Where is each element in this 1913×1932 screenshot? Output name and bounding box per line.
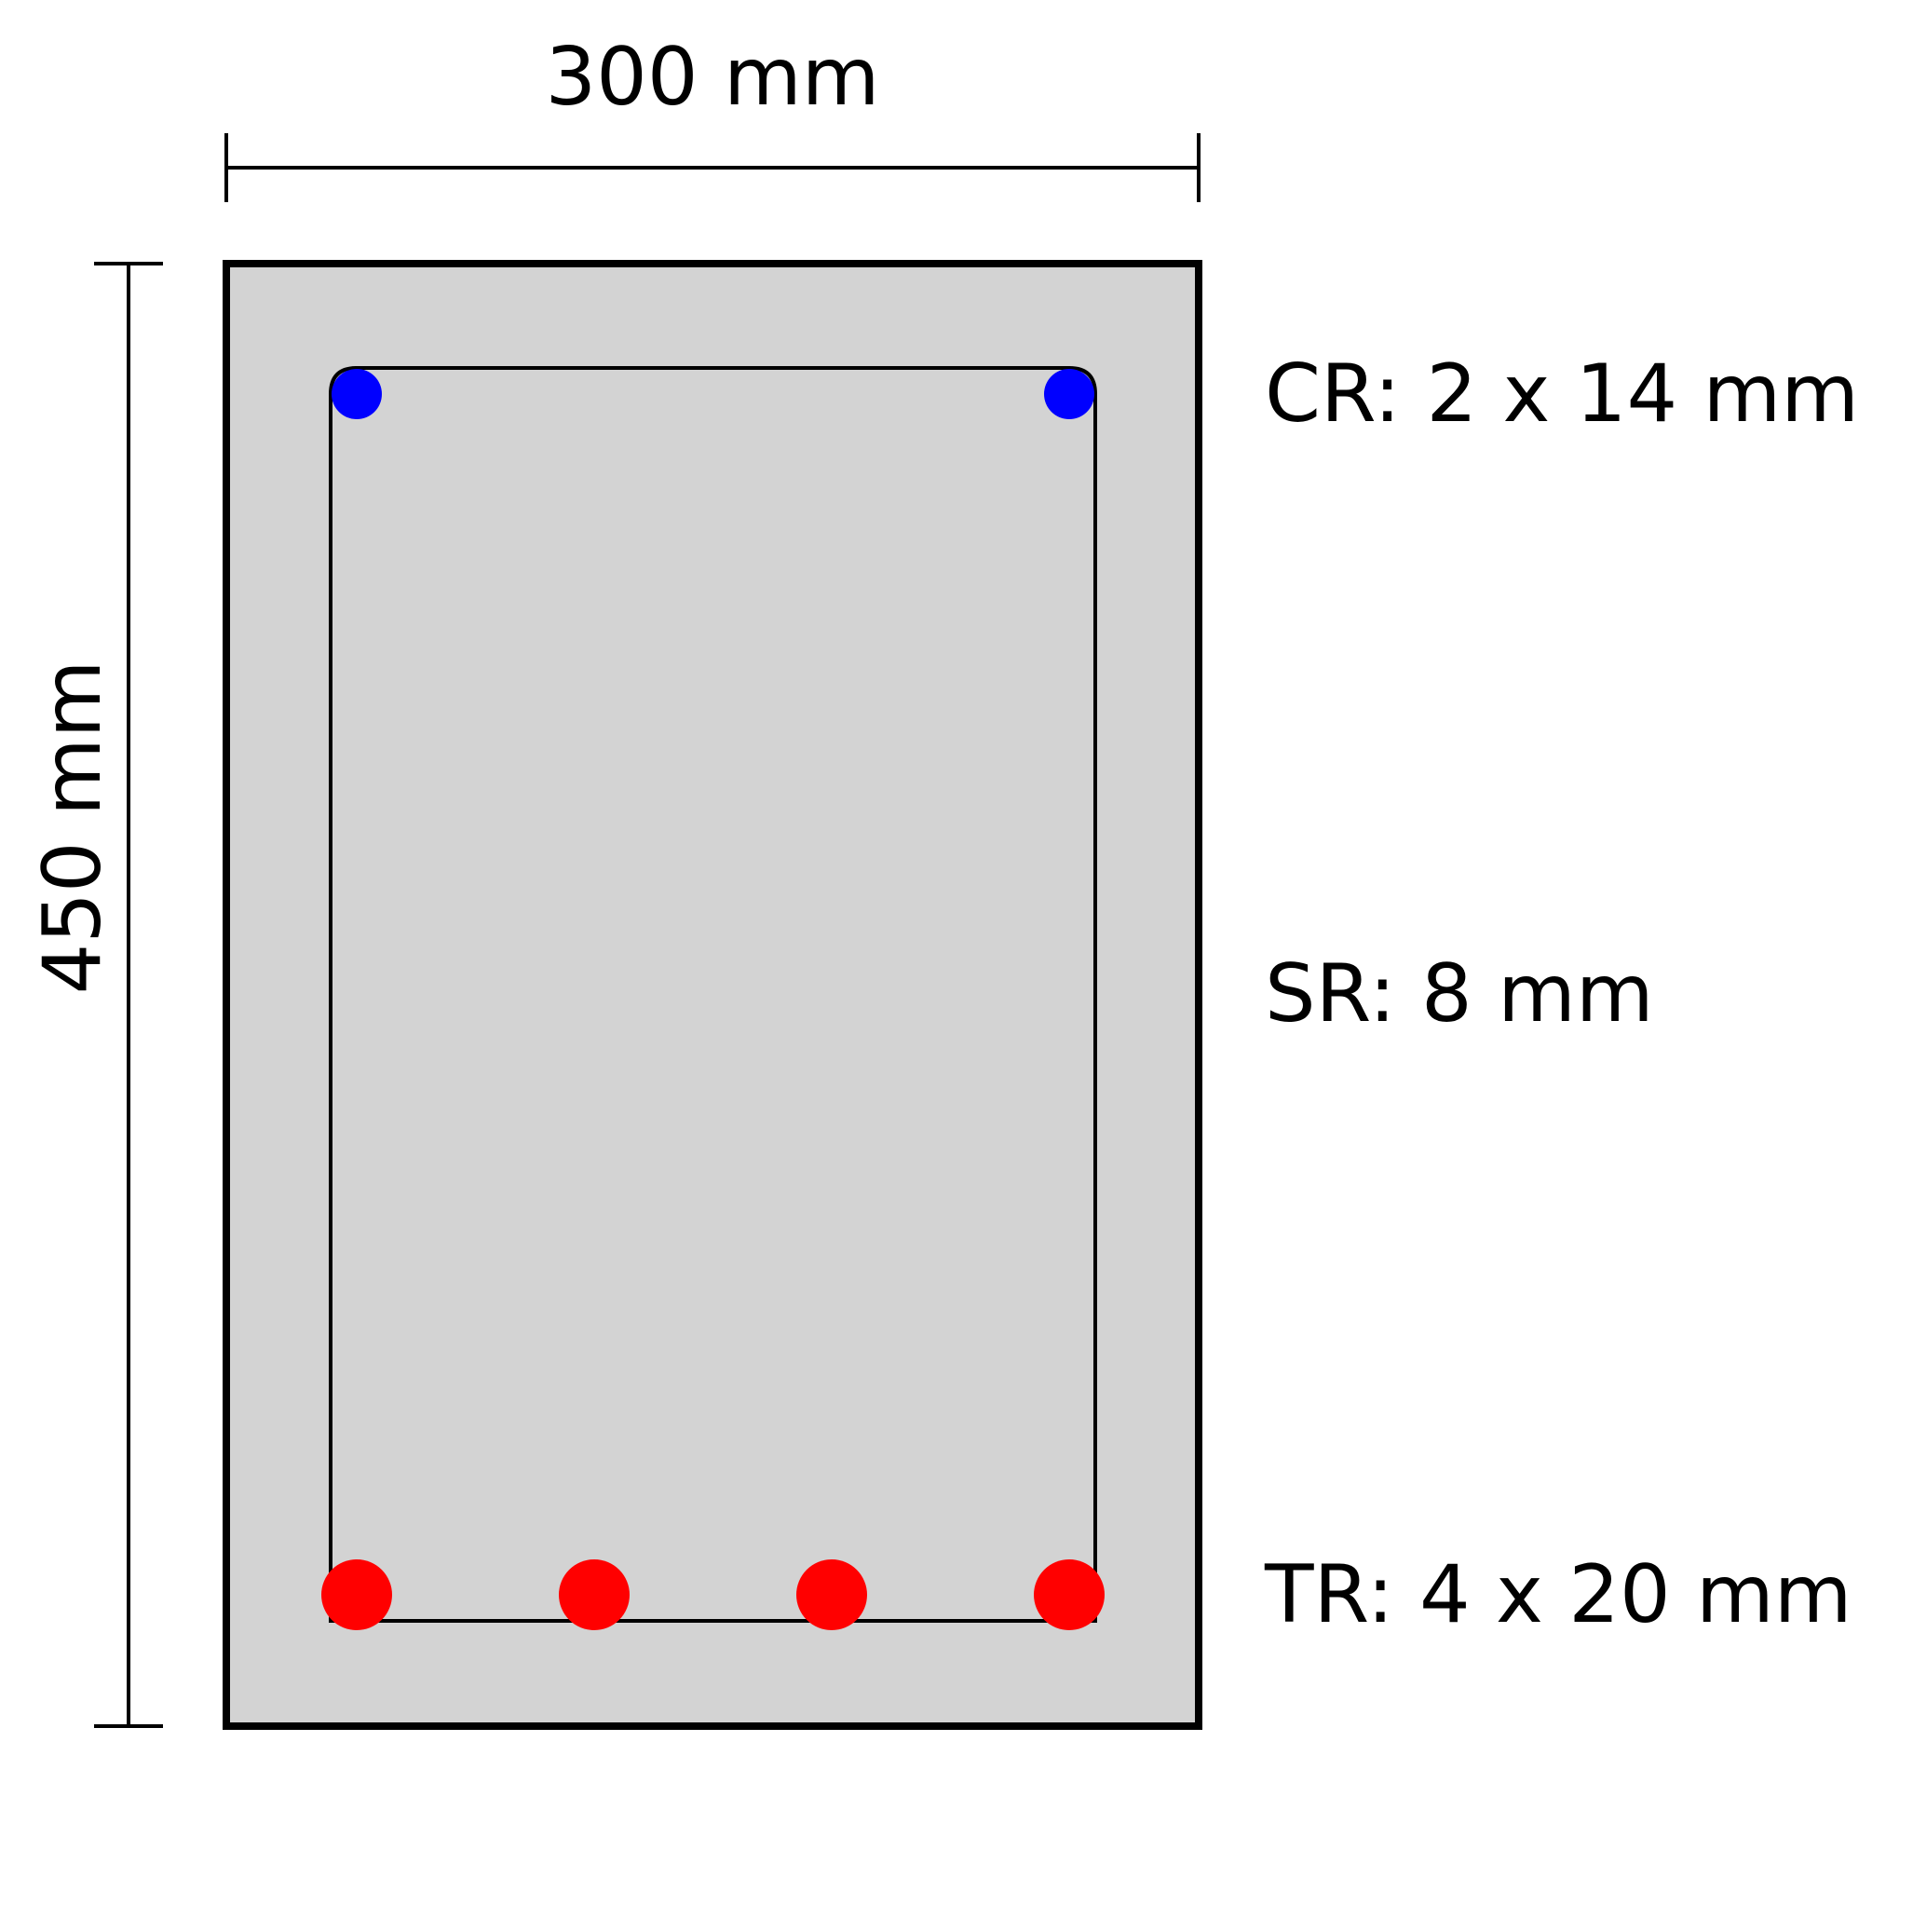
tension-bars — [321, 1559, 1105, 1630]
width-dimension-label: 300 mm — [545, 31, 879, 124]
stirrup — [329, 366, 1097, 1623]
tension-bar — [1034, 1559, 1105, 1630]
width-dimension — [224, 133, 1201, 202]
tension-bar — [559, 1559, 630, 1630]
tension-reinforcement-label: TR: 4 x 20 mm — [1264, 1548, 1852, 1641]
tension-bar — [321, 1559, 392, 1630]
compression-bar — [1044, 369, 1094, 419]
stirrup-reinforcement-label: SR: 8 mm — [1265, 947, 1654, 1041]
concrete-section — [223, 260, 1202, 1730]
height-dimension-label: 450 mm — [26, 660, 119, 994]
height-dimension — [94, 262, 163, 1728]
tension-bar — [796, 1559, 867, 1630]
compression-reinforcement-label: CR: 2 x 14 mm — [1265, 347, 1859, 441]
compression-bar — [332, 369, 382, 419]
compression-bars — [332, 369, 1094, 419]
